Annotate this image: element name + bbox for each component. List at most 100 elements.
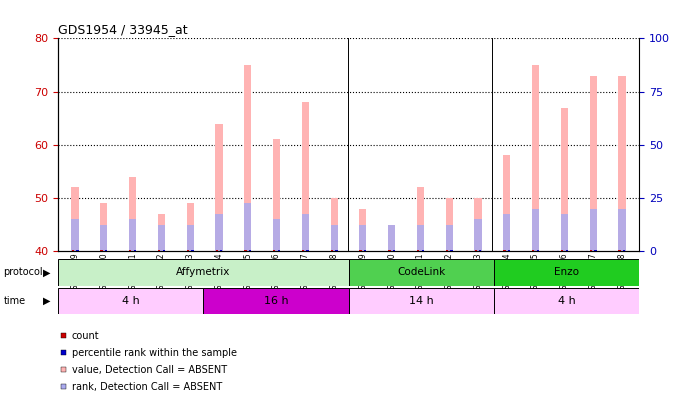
Bar xyxy=(532,209,539,251)
Bar xyxy=(302,249,304,251)
Bar xyxy=(71,219,79,251)
Bar xyxy=(100,203,107,251)
Bar xyxy=(590,249,592,251)
Bar xyxy=(163,249,165,251)
Bar xyxy=(330,198,338,251)
Bar xyxy=(388,224,395,251)
Bar xyxy=(76,249,78,251)
Bar xyxy=(187,249,189,251)
Bar xyxy=(618,209,626,251)
Bar xyxy=(134,249,136,251)
Text: percentile rank within the sample: percentile rank within the sample xyxy=(72,347,237,358)
Bar xyxy=(58,288,203,314)
Text: Affymetrix: Affymetrix xyxy=(176,267,231,277)
Bar xyxy=(446,249,448,251)
Bar xyxy=(348,288,494,314)
Bar xyxy=(422,249,424,251)
Bar xyxy=(302,214,309,251)
Bar xyxy=(494,259,639,286)
Bar xyxy=(503,214,511,251)
Bar xyxy=(417,187,424,251)
Bar xyxy=(503,156,511,251)
Text: CodeLink: CodeLink xyxy=(397,267,445,277)
Text: ▶: ▶ xyxy=(42,296,50,306)
Bar xyxy=(360,249,362,251)
Text: 4 h: 4 h xyxy=(558,296,575,306)
Bar xyxy=(348,259,494,286)
Text: value, Detection Call = ABSENT: value, Detection Call = ABSENT xyxy=(72,364,227,375)
Bar xyxy=(561,249,563,251)
Bar xyxy=(105,249,107,251)
Bar xyxy=(244,65,252,251)
Bar xyxy=(359,224,367,251)
Bar xyxy=(220,249,222,251)
Bar xyxy=(364,249,367,251)
Bar xyxy=(100,224,107,251)
Bar xyxy=(450,249,453,251)
Text: time: time xyxy=(3,296,26,306)
Bar xyxy=(619,249,621,251)
Bar xyxy=(216,124,222,251)
Bar xyxy=(71,249,74,251)
Bar xyxy=(244,249,247,251)
Bar xyxy=(475,198,481,251)
Bar xyxy=(101,249,103,251)
Bar xyxy=(445,224,453,251)
Bar xyxy=(186,203,194,251)
Bar xyxy=(191,249,194,251)
Bar xyxy=(359,209,367,251)
Bar xyxy=(503,249,506,251)
Bar xyxy=(129,249,131,251)
Bar xyxy=(273,219,280,251)
Bar xyxy=(590,209,597,251)
Bar xyxy=(58,259,348,286)
Text: Enzo: Enzo xyxy=(554,267,579,277)
Bar xyxy=(302,102,309,251)
Bar xyxy=(273,139,280,251)
Bar xyxy=(158,214,165,251)
Bar xyxy=(508,249,510,251)
Text: protocol: protocol xyxy=(3,267,43,277)
Bar xyxy=(566,249,568,251)
Bar xyxy=(417,224,424,251)
Bar xyxy=(479,249,481,251)
Bar xyxy=(244,203,252,251)
Bar xyxy=(216,214,222,251)
Bar xyxy=(537,249,539,251)
Bar xyxy=(273,249,275,251)
Bar xyxy=(335,249,337,251)
Bar xyxy=(158,224,165,251)
Bar xyxy=(475,249,477,251)
Text: 14 h: 14 h xyxy=(409,296,434,306)
Bar xyxy=(388,249,390,251)
Text: 16 h: 16 h xyxy=(264,296,288,306)
Bar xyxy=(445,198,453,251)
Bar xyxy=(249,249,251,251)
Bar xyxy=(561,108,568,251)
Bar xyxy=(71,187,79,251)
Bar xyxy=(623,249,626,251)
Bar xyxy=(129,219,136,251)
Bar xyxy=(203,288,348,314)
Text: rank, Detection Call = ABSENT: rank, Detection Call = ABSENT xyxy=(72,382,222,392)
Bar xyxy=(216,249,218,251)
Bar xyxy=(307,249,309,251)
Bar xyxy=(590,76,597,251)
Bar xyxy=(561,214,568,251)
Text: count: count xyxy=(72,330,99,341)
Bar xyxy=(330,224,338,251)
Bar xyxy=(186,224,194,251)
Bar xyxy=(594,249,596,251)
Text: GDS1954 / 33945_at: GDS1954 / 33945_at xyxy=(58,23,188,36)
Bar xyxy=(417,249,420,251)
Text: 4 h: 4 h xyxy=(122,296,139,306)
Bar xyxy=(475,219,481,251)
Bar xyxy=(494,288,639,314)
Bar xyxy=(330,249,333,251)
Bar xyxy=(158,249,160,251)
Bar xyxy=(388,224,395,251)
Bar xyxy=(393,249,395,251)
Bar xyxy=(277,249,280,251)
Bar xyxy=(618,76,626,251)
Text: ▶: ▶ xyxy=(42,267,50,277)
